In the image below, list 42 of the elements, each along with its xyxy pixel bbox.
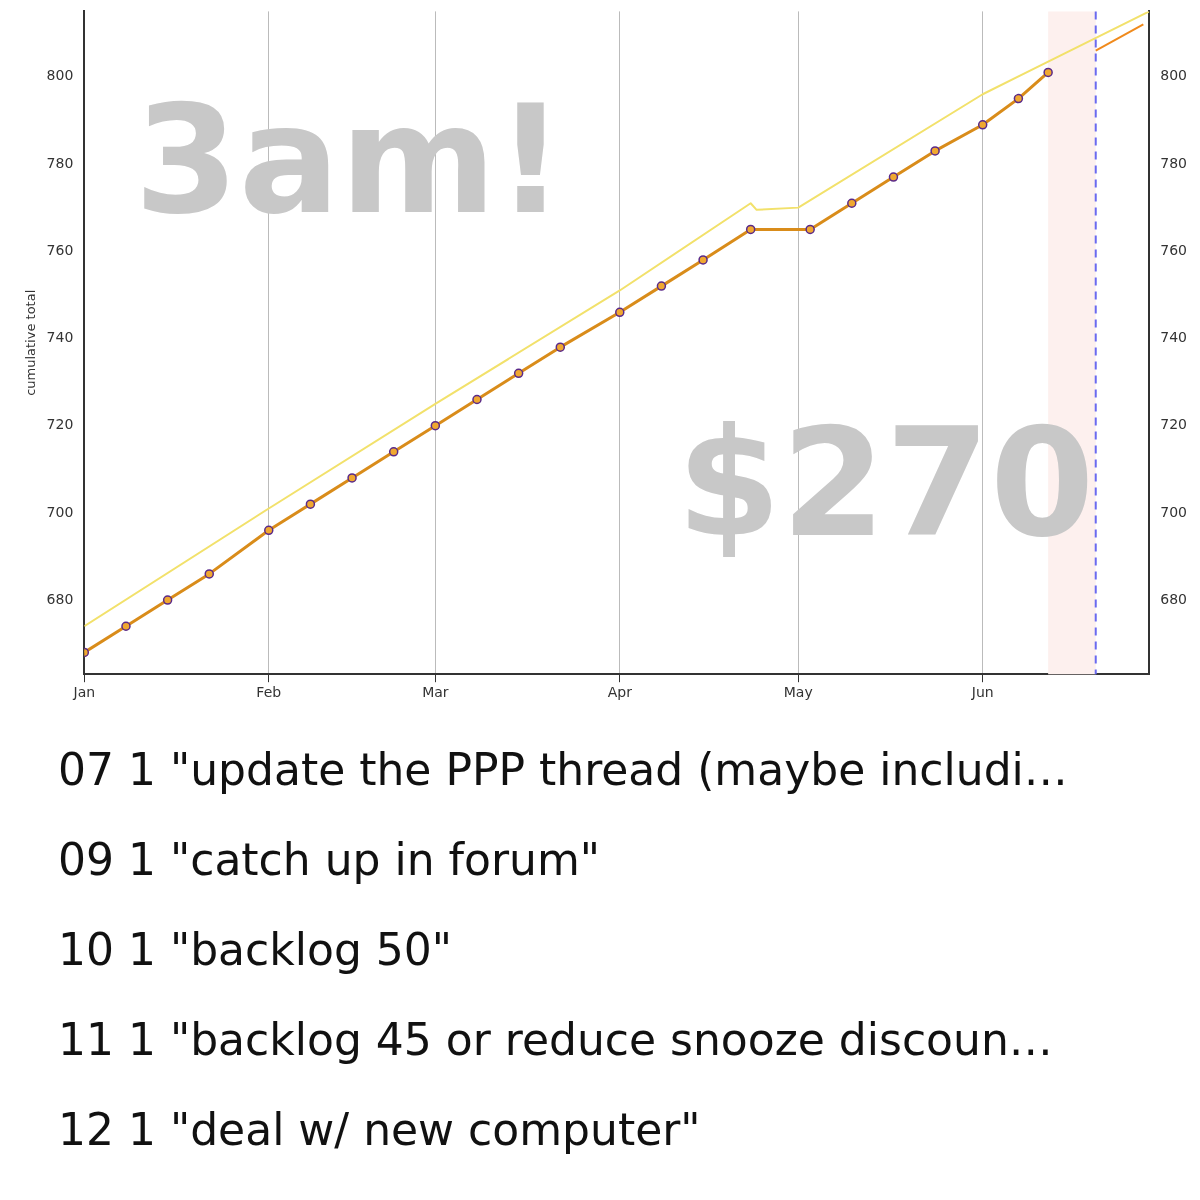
point (977, 120, 988, 130)
point (805, 224, 815, 235)
point (698, 255, 708, 265)
point (1013, 93, 1024, 104)
point (305, 499, 316, 509)
point (204, 569, 215, 579)
y2-tick-label: 760 (1160, 241, 1188, 258)
text: 07 1 "update the PPP thread (maybe includi… (58, 743, 1069, 797)
text: 12 1 "deal w/ new computer" (58, 1103, 702, 1157)
y-tick-label: 700 (46, 503, 74, 520)
y-tick-label: 760 (46, 241, 74, 258)
point (745, 224, 756, 235)
text: 11 1 "backlog 45 or reduce snooze discoun… (58, 1013, 1054, 1067)
y2-tick-label: 800 (1160, 67, 1188, 84)
y-axis-title: cumulative total (23, 289, 39, 396)
x-tick-label: Feb (256, 684, 282, 701)
x-tick-label: Mar (422, 684, 449, 701)
y-tick-label: 720 (46, 416, 74, 433)
y2-tick-label: 720 (1160, 416, 1188, 433)
point (930, 146, 940, 156)
point (888, 172, 899, 182)
x-tick-label: Apr (607, 684, 633, 701)
x-tick-label: Jun (970, 684, 994, 701)
y-tick-label: 680 (46, 590, 74, 607)
text: 09 1 "catch up in forum" (58, 833, 602, 887)
y2-tick-label: 740 (1160, 329, 1188, 346)
point (347, 473, 357, 483)
x-tick-label: May (783, 684, 813, 701)
y2-tick-label: 780 (1160, 154, 1188, 171)
text: 10 1 "backlog 50" (58, 923, 454, 977)
y-tick-label: 740 (46, 329, 74, 346)
point (388, 447, 399, 457)
point (1043, 67, 1053, 78)
y-tick-label: 780 (46, 154, 74, 171)
y2-tick-label: 700 (1160, 503, 1188, 520)
x-tick-label: Jan (72, 684, 96, 701)
point (847, 198, 857, 209)
point (162, 595, 173, 605)
point (264, 525, 274, 536)
y2-tick-label: 680 (1160, 590, 1188, 607)
y-tick-label: 800 (46, 67, 74, 84)
point (121, 621, 131, 631)
